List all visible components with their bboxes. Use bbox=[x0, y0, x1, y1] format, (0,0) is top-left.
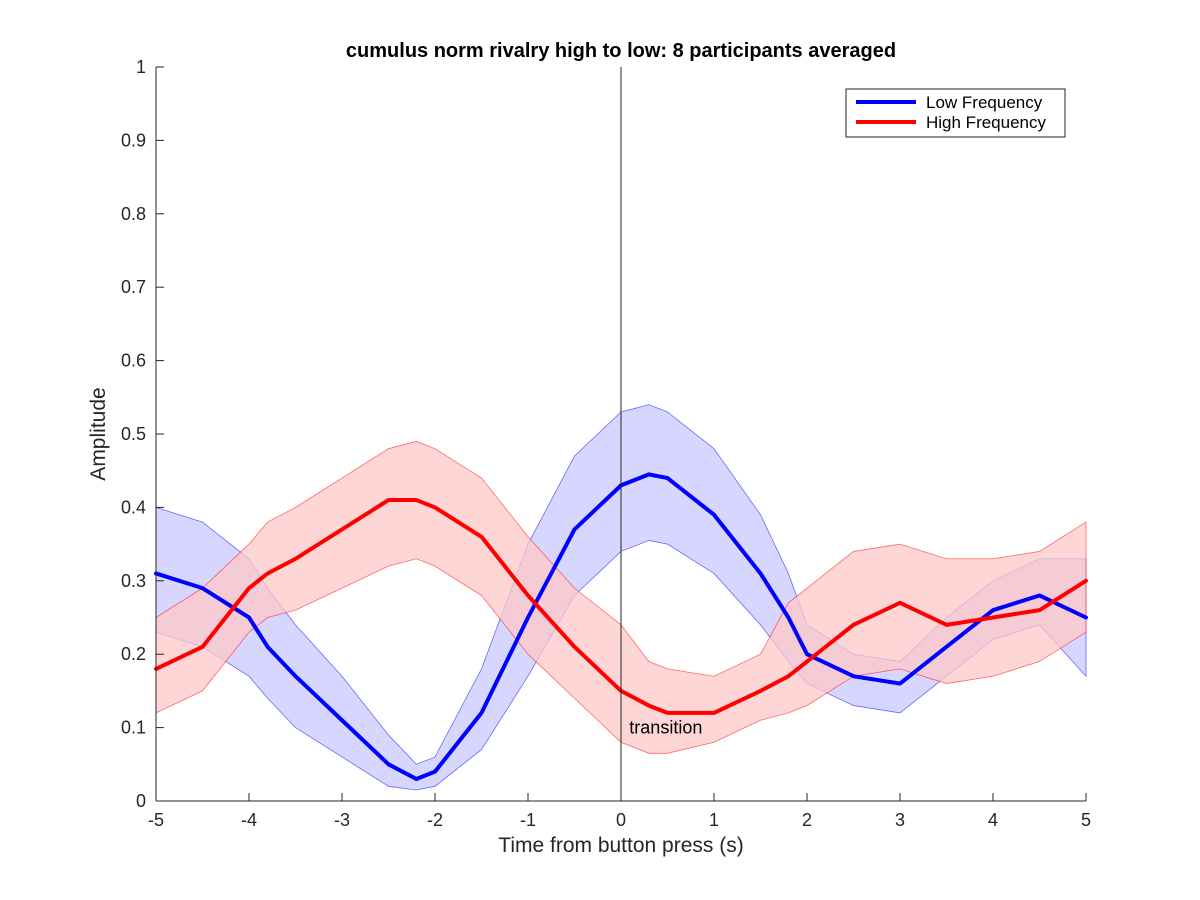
x-tick-label: 0 bbox=[616, 810, 626, 830]
x-ticks: -5 -4 -3 -2 -1 0 1 2 3 4 5 bbox=[148, 793, 1091, 830]
x-tick-label: -1 bbox=[520, 810, 536, 830]
x-tick-label: 5 bbox=[1081, 810, 1091, 830]
y-axis-label: Amplitude bbox=[87, 387, 110, 480]
legend-label-low-frequency: Low Frequency bbox=[926, 93, 1043, 112]
y-tick-label: 0.6 bbox=[121, 351, 146, 371]
y-tick-label: 0.5 bbox=[121, 424, 146, 444]
y-tick-label: 0.1 bbox=[121, 718, 146, 738]
y-tick-label: 0.2 bbox=[121, 644, 146, 664]
chart-title: cumulus norm rivalry high to low: 8 part… bbox=[346, 40, 896, 62]
legend: Low Frequency High Frequency bbox=[845, 88, 1066, 138]
y-tick-label: 0.9 bbox=[121, 130, 146, 150]
y-tick-label: 1 bbox=[136, 57, 146, 77]
transition-annotation: transition bbox=[629, 718, 702, 738]
y-tick-label: 0.3 bbox=[121, 571, 146, 591]
x-tick-label: 2 bbox=[802, 810, 812, 830]
x-tick-label: -2 bbox=[427, 810, 443, 830]
x-tick-label: -4 bbox=[241, 810, 257, 830]
x-tick-label: -3 bbox=[334, 810, 350, 830]
legend-box bbox=[845, 88, 1066, 138]
x-axis-label: Time from button press (s) bbox=[498, 834, 743, 857]
x-tick-label: 4 bbox=[988, 810, 998, 830]
y-tick-label: 0.4 bbox=[121, 497, 146, 517]
y-tick-label: 0 bbox=[136, 791, 146, 811]
legend-label-high-frequency: High Frequency bbox=[926, 113, 1047, 132]
y-ticks: 0 0.1 0.2 0.3 0.4 0.5 0.6 0.7 0.8 0.9 1 bbox=[121, 57, 164, 811]
y-tick-label: 0.8 bbox=[121, 204, 146, 224]
band-low-frequency bbox=[155, 404, 1087, 791]
x-tick-label: 3 bbox=[895, 810, 905, 830]
x-tick-label: -5 bbox=[148, 810, 164, 830]
y-tick-label: 0.7 bbox=[121, 277, 146, 297]
x-tick-label: 1 bbox=[709, 810, 719, 830]
